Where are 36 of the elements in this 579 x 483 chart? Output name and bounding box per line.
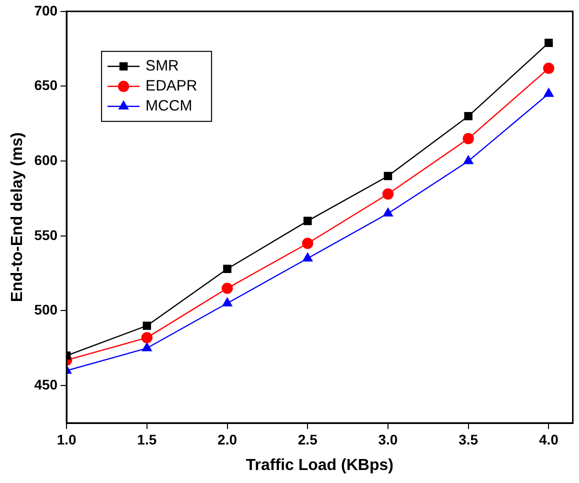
point xyxy=(141,332,153,344)
point xyxy=(384,172,392,180)
y-tick-label: 650 xyxy=(34,77,58,94)
point xyxy=(544,88,554,97)
y-tick-label: 500 xyxy=(34,302,58,318)
y-tick-label: 700 xyxy=(34,2,58,18)
x-tick-label: 3.5 xyxy=(458,431,478,448)
point xyxy=(303,216,312,226)
y-tick-label: 550 xyxy=(34,226,58,243)
point xyxy=(222,282,233,294)
x-tick-label: 1.0 xyxy=(56,431,76,448)
point xyxy=(302,252,313,262)
point xyxy=(222,298,232,306)
y-tick-label: 600 xyxy=(34,152,58,168)
point xyxy=(544,38,553,47)
point xyxy=(382,188,394,200)
x-tick-label: 4.0 xyxy=(538,431,559,448)
point xyxy=(302,238,314,249)
point xyxy=(543,62,554,74)
x-tick-label: 3.0 xyxy=(378,431,398,448)
x-tick-label: 2.0 xyxy=(218,431,238,448)
point xyxy=(383,208,393,217)
point xyxy=(142,322,152,330)
x-axis-title: Traffic Load (KBps) xyxy=(246,456,394,474)
legend-label: SMR xyxy=(146,58,180,75)
point xyxy=(462,133,474,144)
point xyxy=(142,342,152,352)
point xyxy=(464,112,472,120)
legend-label: EDAPR xyxy=(146,78,198,95)
y-tick-label: 450 xyxy=(34,376,58,392)
legend-label: MCCM xyxy=(146,98,192,115)
x-tick-label: 1.5 xyxy=(137,431,157,448)
y-axis-title: End-to-End delay (ms) xyxy=(9,132,26,302)
point xyxy=(463,155,474,164)
x-tick-label: 2.5 xyxy=(298,431,318,448)
point xyxy=(223,264,232,273)
